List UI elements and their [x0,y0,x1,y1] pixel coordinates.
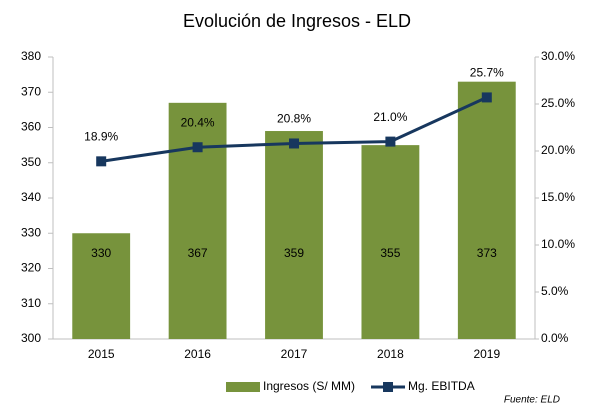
y2-tick-label: 0.0% [541,331,569,345]
x-tick-label: 2017 [281,347,308,361]
bar [168,102,227,339]
bar-value-label: 373 [477,246,497,260]
line-value-label: 18.9% [84,130,118,144]
y-tick-label: 360 [21,120,41,134]
bar [361,145,420,339]
bar [72,233,131,339]
legend-swatch [383,382,394,392]
y-tick-label: 350 [21,155,41,169]
line-value-label: 21.0% [373,110,407,124]
x-tick-label: 2019 [473,347,500,361]
y-tick-label: 380 [21,49,41,63]
line-value-label: 20.4% [181,115,215,129]
marker [481,92,492,103]
marker [192,142,203,153]
y2-tick-label: 20.0% [541,143,575,157]
marker [96,156,107,167]
source: Fuente: ELD [504,395,560,406]
marker [385,136,396,147]
y-tick-label: 310 [21,296,41,310]
bar-value-label: 355 [380,246,400,260]
y-tick-label: 300 [21,331,41,345]
y-tick-label: 330 [21,225,41,239]
bar-value-label: 367 [188,246,208,260]
marker [289,138,299,149]
bar-value-label: 330 [91,246,111,260]
y2-tick-label: 5.0% [541,284,569,298]
y-tick-label: 340 [21,190,41,204]
line-value-label: 25.7% [470,66,504,80]
x-tick-label: 2015 [88,347,115,361]
chart-title: Evolución de Ingresos - ELD [183,11,411,31]
bar-value-label: 359 [284,246,304,260]
y2-tick-label: 30.0% [541,49,575,63]
legend-label: Mg. EBITDA [408,379,475,393]
y-tick-label: 370 [21,84,41,98]
x-tick-label: 2018 [377,347,404,361]
y2-tick-label: 15.0% [541,190,575,204]
line-value-label: 20.8% [277,112,311,126]
bar [265,131,323,339]
bar [457,81,516,340]
legend-label: Ingresos (S/ MM) [263,379,355,393]
y2-tick-label: 10.0% [541,237,575,251]
x-tick-label: 2016 [184,347,211,361]
y-tick-label: 320 [21,261,41,275]
legend-swatch [226,382,260,392]
y2-tick-label: 25.0% [541,96,575,110]
